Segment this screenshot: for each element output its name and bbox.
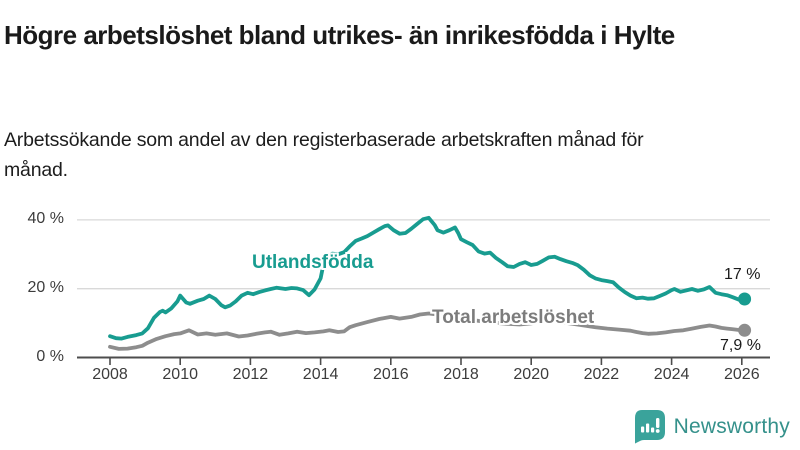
x-tick-label: 2018 xyxy=(443,366,479,383)
x-tick-label: 2012 xyxy=(232,366,269,383)
x-tick-label: 2020 xyxy=(513,366,549,383)
x-tick-label: 2016 xyxy=(373,366,409,383)
series-label-utlandsfodda: Utlandsfödda xyxy=(252,252,374,273)
series-label-total-arbetsloshet: Total arbetslöshet xyxy=(432,307,595,328)
page-subtitle: Arbetssökande som andel av den registerb… xyxy=(4,128,644,181)
series-end-dot-0 xyxy=(738,292,752,306)
y-tick-label: 0 % xyxy=(36,347,64,365)
x-tick-label: 2026 xyxy=(724,366,760,383)
x-tick-label: 2008 xyxy=(92,366,128,383)
y-tick-label: 20 % xyxy=(27,278,64,296)
x-tick-label: 2010 xyxy=(162,366,198,383)
page-title: Högre arbetslöshet bland utrikes- än inr… xyxy=(4,20,675,51)
series-end-dot-1 xyxy=(738,323,752,337)
series-line-0 xyxy=(108,215,747,341)
y-tick-label: 40 % xyxy=(27,209,64,227)
newsworthy-logo-text: Newsworthy xyxy=(673,415,790,438)
newsworthy-logo[interactable]: Newsworthy xyxy=(634,410,790,444)
end-value-label-total: 7,9 % xyxy=(720,337,761,354)
x-tick-label: 2022 xyxy=(583,366,620,383)
x-tick-label: 2024 xyxy=(653,366,690,383)
end-value-label-utlandsfodda: 17 % xyxy=(724,266,761,283)
newsworthy-icon xyxy=(634,410,666,444)
x-tick-label: 2014 xyxy=(302,366,339,383)
series-line-1 xyxy=(108,311,747,351)
